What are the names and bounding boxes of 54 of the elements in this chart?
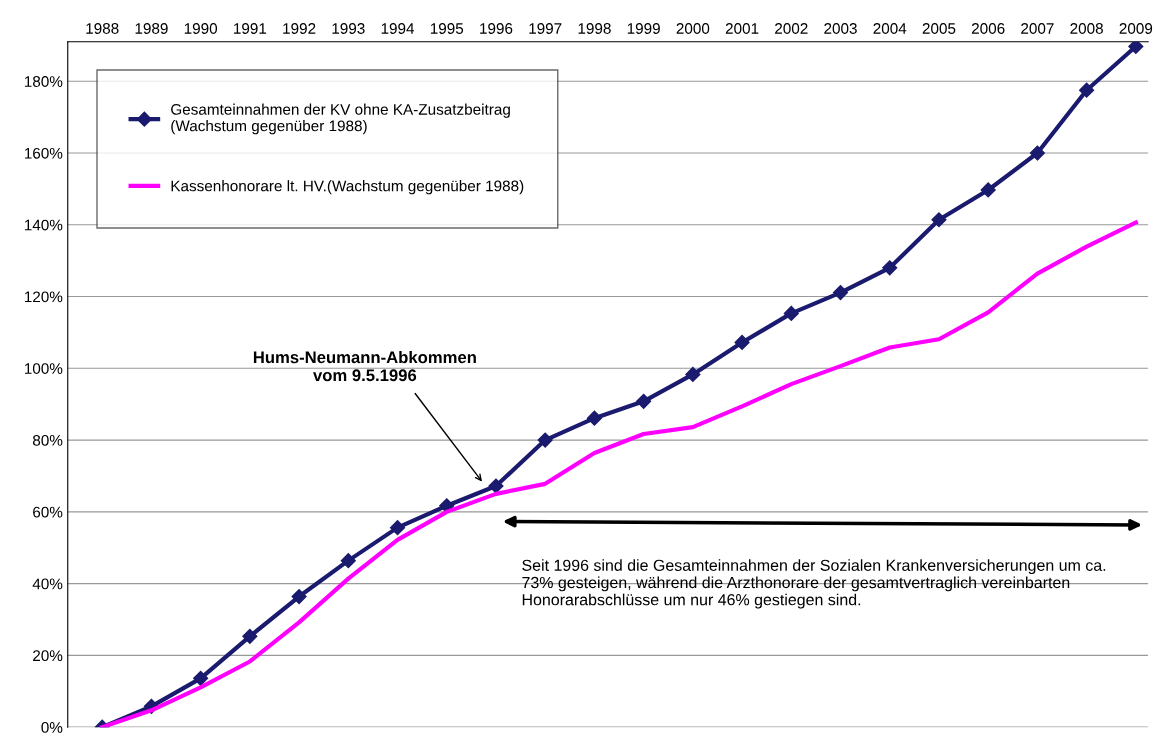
point [193, 670, 209, 686]
y-tick-label: 100% [24, 363, 63, 374]
legend-label: Kassenhonorare lt. HV.(Wachstum gegenüber 1988) [171, 180, 524, 195]
x-tick-label: 2008 [1070, 23, 1103, 34]
point [734, 334, 750, 351]
x-tick-label: 1993 [332, 23, 365, 34]
y-tick-label: 60% [33, 506, 63, 518]
x-tick-label: 1994 [381, 23, 415, 34]
y-tick-label: 80% [32, 434, 63, 446]
x-tick-label: 1998 [578, 23, 611, 34]
point [636, 393, 652, 409]
x-tick-label: 2003 [824, 23, 857, 34]
x-tick-label: 1992 [283, 23, 316, 34]
y-tick-label: 0% [41, 722, 63, 733]
point [586, 410, 602, 426]
point [931, 212, 947, 228]
x-tick-label: 1989 [135, 23, 168, 34]
x-tick-label: 2002 [775, 23, 808, 34]
point [537, 432, 553, 448]
x-tick-label: 1999 [627, 23, 660, 34]
x-tick-label: 1997 [529, 23, 562, 34]
legend-label: Gesamteinnahmen der KV ohne KA-Zusatzbeitrag (Wachstum gegenüber 1988) [171, 103, 510, 135]
x-tick-label: 1990 [184, 23, 218, 34]
point [685, 366, 701, 382]
point [783, 305, 799, 321]
y-tick-label: 40% [32, 578, 63, 590]
y-tick-label: 160% [24, 147, 63, 159]
annotation: Seit 1996 sind die Gesamteinnahmen der Sozialen Krankenversicherungen um ca. 73% gesteigen, während die Arzthonorare der gesamtvertraglich vereinbarten Honorarabschlüsse um nur 46% gestiegen sind. [522, 559, 1106, 609]
y-tick-label: 20% [33, 650, 63, 662]
x-tick-label: 2000 [676, 23, 710, 34]
x-tick-label: 2006 [971, 23, 1005, 34]
point [1079, 82, 1095, 98]
x-tick-label: 1996 [480, 23, 513, 34]
point [980, 182, 996, 198]
point [242, 628, 258, 644]
y-tick-label: 140% [24, 219, 63, 231]
point [882, 260, 898, 276]
point [389, 520, 406, 536]
x-tick-label: 1991 [234, 23, 267, 34]
point [291, 588, 307, 605]
x-tick-label: 1988 [86, 23, 119, 34]
y-tick-label: 120% [24, 291, 63, 303]
point [1128, 41, 1144, 55]
x-tick-label: 2005 [922, 23, 956, 34]
x-tick-label: 2004 [873, 23, 907, 34]
annotation: Hums-Neumann-Abkommen vom 9.5.1996 [253, 350, 476, 382]
point [832, 285, 849, 301]
x-tick-label: 2009 [1119, 23, 1153, 34]
x-tick-label: 2007 [1021, 23, 1054, 34]
y-tick-label: 180% [24, 76, 63, 87]
point [1029, 145, 1045, 161]
x-tick-label: 2001 [725, 23, 759, 34]
x-tick-label: 1995 [430, 23, 464, 34]
point [340, 553, 356, 569]
